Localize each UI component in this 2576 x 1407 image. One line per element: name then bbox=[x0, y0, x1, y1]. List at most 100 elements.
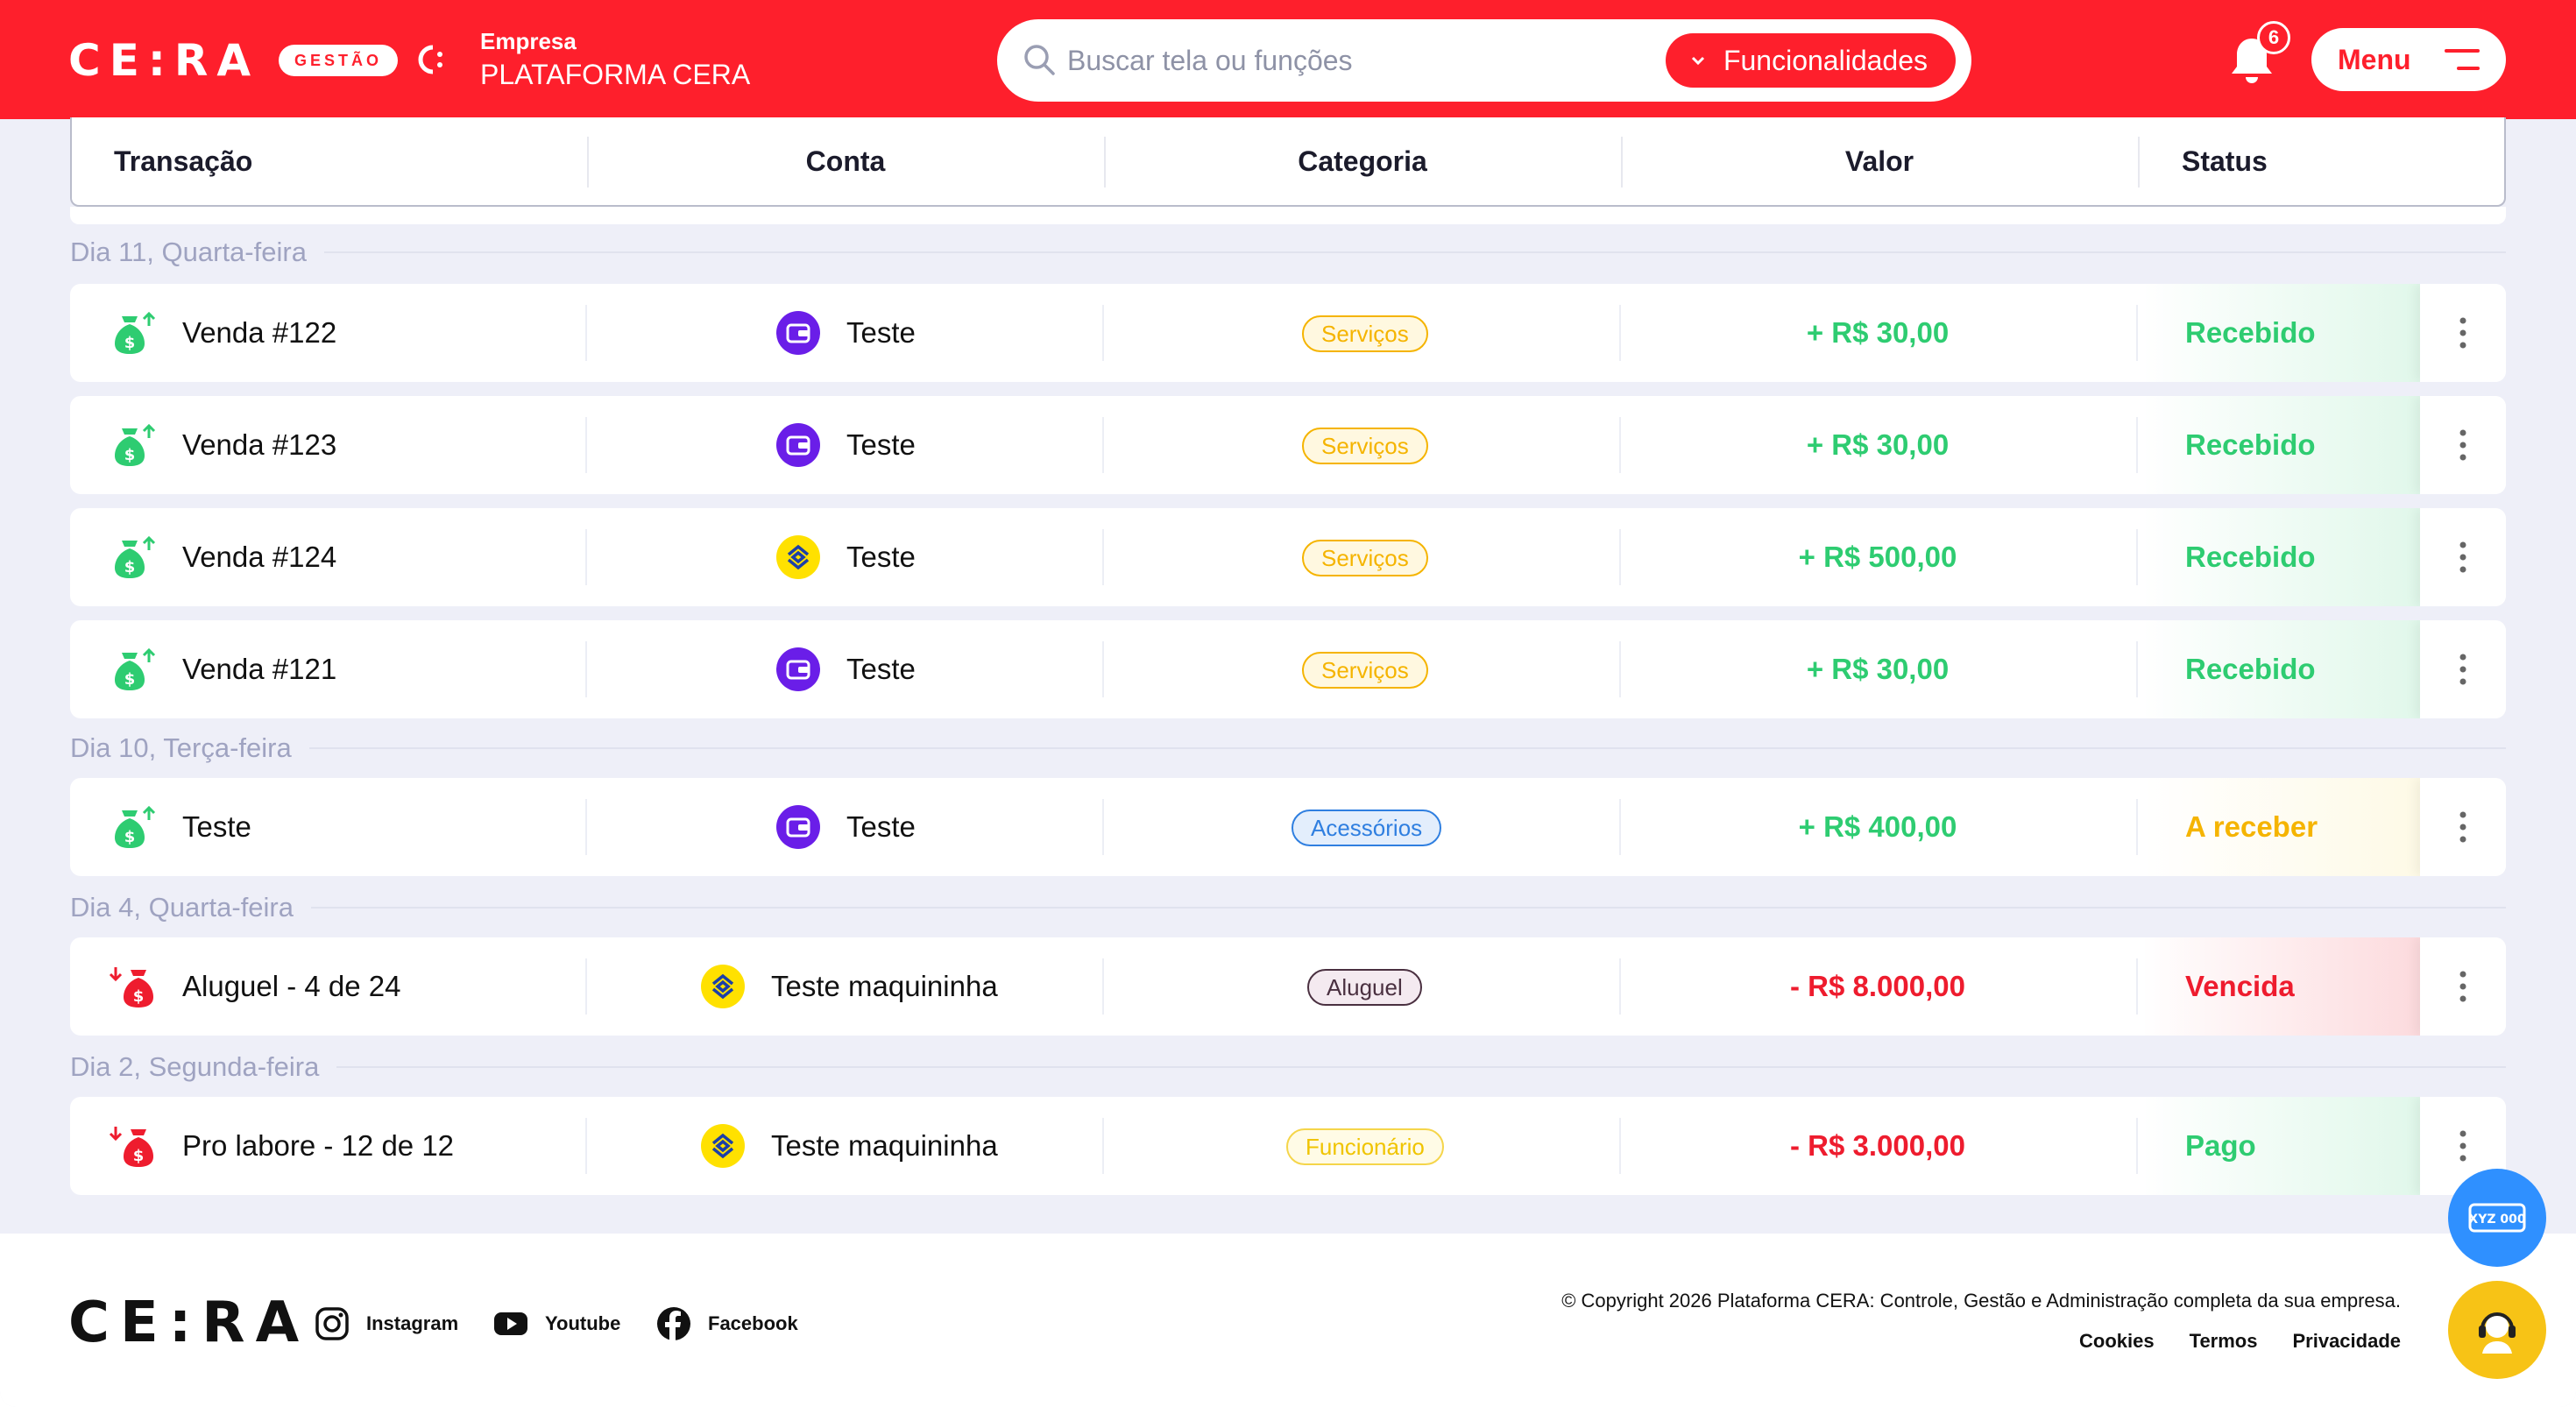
category-badge: Acessórios bbox=[1292, 810, 1442, 846]
row-actions-button[interactable] bbox=[2420, 620, 2506, 718]
column-header-value[interactable]: Valor bbox=[1844, 145, 1914, 177]
cell-divider bbox=[585, 417, 587, 473]
table-row[interactable]: $ Teste Teste Acessórios + R$ 400,00 A r… bbox=[70, 778, 2506, 876]
copyright-text: © Copyright 2026 Plataforma CERA: Contro… bbox=[1561, 1290, 2401, 1312]
cookies-link[interactable]: Cookies bbox=[2079, 1330, 2155, 1352]
row-actions-button[interactable] bbox=[2420, 284, 2506, 382]
wallet-icon bbox=[776, 647, 820, 691]
transaction-value: + R$ 30,00 bbox=[1806, 428, 1950, 461]
column-header-category[interactable]: Categoria bbox=[1298, 145, 1427, 177]
support-agent-icon bbox=[2479, 1312, 2516, 1354]
cell-divider bbox=[2136, 529, 2138, 585]
account-name: Teste bbox=[846, 316, 916, 349]
category-badge: Funcionário bbox=[1286, 1128, 1444, 1165]
youtube-icon bbox=[494, 1312, 527, 1335]
transaction-name: Pro labore - 12 de 12 bbox=[182, 1129, 455, 1162]
facebook-link[interactable]: Facebook bbox=[655, 1305, 798, 1342]
company-switch-icon[interactable] bbox=[415, 42, 450, 77]
account-name: Teste bbox=[846, 653, 916, 685]
table-row[interactable]: $ Pro labore - 12 de 12 Teste maquininha… bbox=[70, 1097, 2506, 1195]
account-cell: Teste bbox=[776, 396, 916, 494]
svg-text:$: $ bbox=[124, 446, 136, 464]
account-cell: Teste bbox=[776, 284, 916, 382]
table-row[interactable]: $ Venda #124 Teste Serviços + R$ 500,00 … bbox=[70, 508, 2506, 606]
cell-divider bbox=[1102, 1118, 1104, 1174]
terms-link[interactable]: Termos bbox=[2189, 1330, 2258, 1352]
previous-row-edge bbox=[70, 207, 2506, 224]
instagram-link[interactable]: Instagram bbox=[314, 1305, 458, 1342]
brand-logo[interactable]: CE:RA GESTÃO bbox=[68, 39, 399, 82]
search-input[interactable] bbox=[1067, 37, 1768, 84]
day-label: Dia 2, Segunda-feira bbox=[70, 1050, 2506, 1085]
bank-icon bbox=[701, 1124, 745, 1168]
kebab-menu-icon bbox=[2459, 971, 2466, 1002]
svg-text:$: $ bbox=[133, 1147, 145, 1165]
logo-badge: GESTÃO bbox=[279, 45, 399, 76]
account-cell: Teste bbox=[776, 778, 916, 876]
table-row[interactable]: $ Aluguel - 4 de 24 Teste maquininha Alu… bbox=[70, 937, 2506, 1036]
cell-divider bbox=[2136, 641, 2138, 697]
footer-logo[interactable]: CE:RA bbox=[68, 1290, 310, 1355]
column-header-transaction[interactable]: Transação bbox=[114, 145, 253, 177]
row-actions-button[interactable] bbox=[2420, 937, 2506, 1036]
cell-divider bbox=[1619, 305, 1621, 361]
instagram-label: Instagram bbox=[366, 1312, 459, 1334]
table-row[interactable]: $ Venda #121 Teste Serviços + R$ 30,00 R… bbox=[70, 620, 2506, 718]
row-actions-button[interactable] bbox=[2420, 508, 2506, 606]
category-badge: Serviços bbox=[1302, 652, 1428, 689]
kebab-menu-icon bbox=[2459, 811, 2466, 843]
company-selector[interactable]: Empresa PLATAFORMA CERA bbox=[480, 26, 750, 93]
page-footer: CE:RA Instagram Youtube Facebook © Copyr… bbox=[0, 1234, 2576, 1407]
wallet-icon bbox=[776, 805, 820, 849]
account-cell: Teste bbox=[776, 508, 916, 606]
category-badge: Serviços bbox=[1302, 315, 1428, 352]
company-name: PLATAFORMA CERA bbox=[480, 59, 751, 90]
column-header-account[interactable]: Conta bbox=[805, 145, 886, 177]
cell-divider bbox=[1619, 417, 1621, 473]
transaction-name: Venda #122 bbox=[182, 316, 337, 349]
cell-divider bbox=[585, 641, 587, 697]
kebab-menu-icon bbox=[2459, 541, 2466, 573]
cell-divider bbox=[585, 799, 587, 855]
notification-badge: 6 bbox=[2257, 21, 2290, 54]
row-actions-button[interactable] bbox=[2420, 396, 2506, 494]
cell-divider bbox=[2136, 417, 2138, 473]
cell-divider bbox=[1102, 958, 1104, 1015]
transaction-value: + R$ 30,00 bbox=[1806, 653, 1950, 685]
category-badge: Serviços bbox=[1302, 540, 1428, 576]
column-divider bbox=[2138, 137, 2140, 187]
youtube-link[interactable]: Youtube bbox=[492, 1305, 620, 1342]
cell-divider bbox=[1619, 958, 1621, 1015]
cell-divider bbox=[2136, 958, 2138, 1015]
cell-divider bbox=[1102, 305, 1104, 361]
footer-links: Cookies Termos Privacidade bbox=[2079, 1330, 2401, 1353]
account-cell: Teste maquininha bbox=[701, 1097, 998, 1195]
privacy-link[interactable]: Privacidade bbox=[2292, 1330, 2401, 1352]
transaction-name: Venda #123 bbox=[182, 428, 337, 461]
day-label-text: Dia 4, Quarta-feira bbox=[70, 892, 294, 923]
cell-divider bbox=[2136, 305, 2138, 361]
license-plate-icon: XYZ 000 bbox=[2468, 1203, 2526, 1233]
support-chat-button[interactable] bbox=[2448, 1281, 2546, 1379]
wallet-icon bbox=[776, 423, 820, 467]
functionalities-button[interactable]: Funcionalidades bbox=[1665, 33, 1956, 88]
category-badge: Serviços bbox=[1302, 428, 1428, 464]
bank-icon bbox=[776, 535, 820, 579]
cell-divider bbox=[1102, 641, 1104, 697]
cell-divider bbox=[1619, 529, 1621, 585]
transaction-value: + R$ 400,00 bbox=[1798, 810, 1957, 843]
cell-divider bbox=[585, 1118, 587, 1174]
money-bag-up-icon: $ bbox=[115, 805, 156, 848]
table-row[interactable]: $ Venda #122 Teste Serviços + R$ 30,00 R… bbox=[70, 284, 2506, 382]
column-divider bbox=[1104, 137, 1106, 187]
kebab-menu-icon bbox=[2459, 317, 2466, 349]
menu-button[interactable]: Menu bbox=[2311, 28, 2506, 91]
menu-label: Menu bbox=[2338, 43, 2411, 75]
search-bar: Funcionalidades bbox=[997, 19, 1971, 102]
row-actions-button[interactable] bbox=[2420, 778, 2506, 876]
table-row[interactable]: $ Venda #123 Teste Serviços + R$ 30,00 R… bbox=[70, 396, 2506, 494]
day-label-text: Dia 2, Segunda-feira bbox=[70, 1051, 320, 1082]
plate-lookup-button[interactable]: XYZ 000 bbox=[2448, 1169, 2546, 1267]
column-header-status[interactable]: Status bbox=[2182, 145, 2268, 177]
cell-divider bbox=[2136, 1118, 2138, 1174]
